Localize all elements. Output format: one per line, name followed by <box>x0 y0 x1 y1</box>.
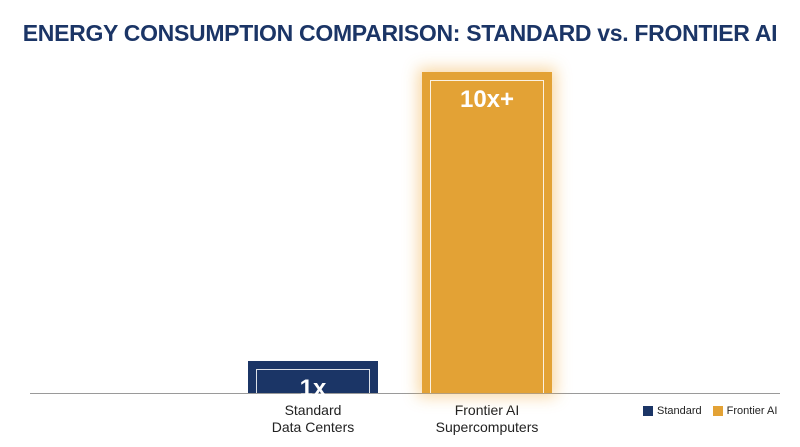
value-label: 1x <box>299 374 327 402</box>
x-tick-label: Frontier AI Supercomputers <box>435 402 539 435</box>
legend-label: Frontier AI <box>726 405 778 417</box>
legend-swatch <box>712 406 723 416</box>
baseline <box>30 393 780 394</box>
x-tick-label: Standard Data Centers <box>271 402 355 435</box>
bar <box>248 360 378 394</box>
bar <box>422 72 552 393</box>
value-label: 10x+ <box>459 86 515 113</box>
legend-swatch <box>643 406 653 416</box>
chart-title: ENERGY CONSUMPTION COMPARISON: STANDARD … <box>22 20 778 46</box>
legend-label: Standard <box>657 405 702 417</box>
